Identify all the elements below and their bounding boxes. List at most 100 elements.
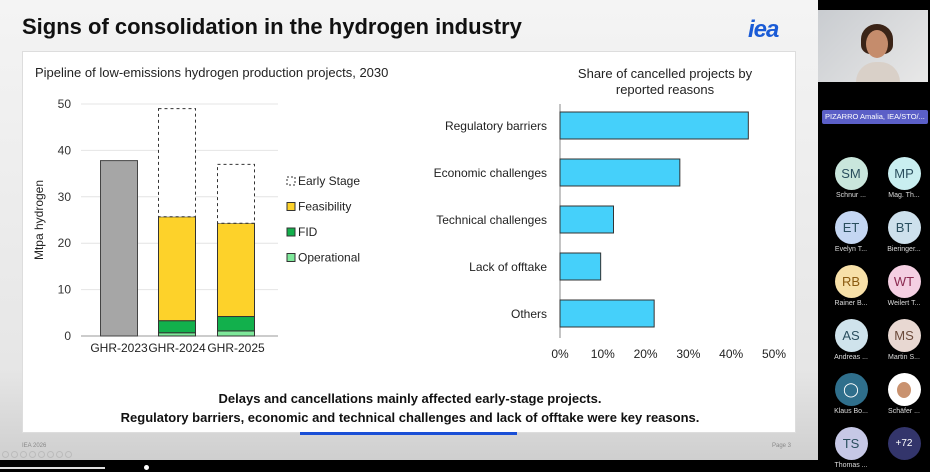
x-tick-label: GHR-2024	[148, 341, 206, 355]
bar	[559, 299, 655, 328]
x-tick-label: 20%	[634, 347, 658, 361]
participant-tile[interactable]: MS Martin S...	[879, 319, 929, 361]
participant-name: Klaus Bo...	[834, 408, 868, 415]
participant-tile[interactable]: AS Andreas ...	[826, 319, 876, 361]
slide-toolbar	[2, 451, 72, 458]
pipeline-chart: Pipeline of low-emissions hydrogen produ…	[32, 65, 388, 355]
pen-icon[interactable]	[20, 451, 27, 458]
participant-name: Weilert T...	[887, 300, 921, 307]
participant-name: Thomas ...	[834, 462, 868, 469]
person-icon: ◯	[843, 381, 859, 397]
participant-name: Andreas ...	[834, 354, 868, 361]
avatar: TS	[834, 427, 868, 460]
participant-tile[interactable]: BT Bieringer...	[879, 211, 929, 253]
footer-left: IEA 2026	[22, 443, 47, 449]
bar-segment-feasibility	[217, 222, 255, 318]
chart-panel: Pipeline of low-emissions hydrogen produ…	[22, 51, 796, 433]
chart-title: reported reasons	[616, 82, 715, 97]
bar	[559, 205, 614, 234]
category-label: Lack of offtake	[469, 260, 547, 274]
participant-name: Martin S...	[888, 354, 920, 361]
more-icon[interactable]	[65, 451, 72, 458]
participant-name: Mag. Th...	[888, 192, 920, 199]
slide-progress-bar	[300, 432, 517, 435]
presenter-name: PIZARRO Amalia, IEA/STO/...	[822, 110, 928, 124]
bar-segment-fid	[158, 320, 196, 334]
x-tick-label: 50%	[762, 347, 786, 361]
avatar: BT	[887, 211, 921, 244]
legend-swatch	[286, 227, 296, 237]
bar	[559, 252, 602, 281]
y-tick-label: 30	[58, 190, 72, 204]
legend-label: Operational	[298, 251, 360, 265]
participant-tile[interactable]: ◯ Klaus Bo...	[826, 373, 876, 415]
bar-segment-feasibility	[158, 216, 196, 322]
legend-label: Early Stage	[298, 174, 360, 188]
participant-name: Evelyn T...	[834, 246, 868, 253]
participant-tile[interactable]: RB Rainer B...	[826, 265, 876, 307]
avatar: AS	[834, 319, 868, 352]
chart-title: Pipeline of low-emissions hydrogen produ…	[35, 65, 388, 80]
presentation-slide: Signs of consolidation in the hydrogen i…	[0, 0, 818, 460]
legend-swatch	[286, 176, 296, 186]
participant-tile[interactable]: MP Mag. Th...	[879, 157, 929, 199]
chart-title: Share of cancelled projects by	[578, 66, 753, 81]
seek-bar[interactable]	[0, 467, 105, 469]
avatar: ◯	[834, 373, 868, 406]
zoom-icon[interactable]	[38, 451, 45, 458]
next-icon[interactable]	[11, 451, 18, 458]
bar-segment-early-stage	[217, 163, 255, 224]
participant-tile[interactable]: ET Evelyn T...	[826, 211, 876, 253]
x-tick-label: 30%	[676, 347, 700, 361]
seek-handle[interactable]	[144, 465, 149, 470]
bar-segment-early-stage	[158, 108, 196, 218]
participant-name: Bieringer...	[887, 246, 921, 253]
slide-title: Signs of consolidation in the hydrogen i…	[22, 14, 522, 39]
bar	[559, 158, 681, 187]
camera-icon[interactable]	[56, 451, 63, 458]
avatar: +72	[887, 427, 921, 460]
participant-name: Rainer B...	[834, 300, 868, 307]
legend-swatch	[286, 202, 296, 211]
x-tick-label: GHR-2025	[207, 341, 265, 355]
legend-label: Feasibility	[298, 200, 351, 214]
category-label: Regulatory barriers	[445, 119, 547, 133]
y-axis-label: Mtpa hydrogen	[32, 180, 46, 260]
y-tick-label: 20	[58, 236, 72, 250]
profile-photo	[897, 381, 911, 398]
y-tick-label: 0	[64, 329, 71, 343]
category-label: Technical challenges	[436, 213, 547, 227]
caption-line-1: Delays and cancellations mainly affected…	[218, 391, 602, 406]
participant-name: Schäfer ...	[888, 408, 920, 415]
caption-line-2: Regulatory barriers, economic and techni…	[120, 410, 700, 425]
bar	[559, 111, 749, 140]
y-tick-label: 40	[58, 143, 72, 157]
avatar: RB	[834, 265, 868, 298]
x-tick-label: 40%	[719, 347, 743, 361]
legend-swatch	[286, 253, 296, 262]
bar-segment-fid	[217, 316, 255, 332]
slides-icon[interactable]	[29, 451, 36, 458]
x-tick-label: GHR-2023	[90, 341, 148, 355]
participant-tile[interactable]: WT Weilert T...	[879, 265, 929, 307]
participant-name: Schnur ...	[836, 192, 866, 199]
avatar: WT	[887, 265, 921, 298]
x-tick-label: 10%	[591, 347, 615, 361]
subtitles-icon[interactable]	[47, 451, 54, 458]
x-tick-label: 0%	[551, 347, 569, 361]
footer-right: Page 3	[772, 443, 792, 449]
category-label: Economic challenges	[434, 166, 547, 180]
participant-tile[interactable]: Schäfer ...	[879, 373, 929, 415]
participant-tile[interactable]: SM Schnur ...	[826, 157, 876, 199]
y-tick-label: 50	[58, 97, 72, 111]
avatar: MP	[887, 157, 921, 190]
avatar: MS	[887, 319, 921, 352]
presenter-video	[818, 10, 928, 82]
avatar: SM	[834, 157, 868, 190]
previous-icon[interactable]	[2, 451, 9, 458]
bar-ghr-2023	[100, 160, 138, 337]
legend-label: FID	[298, 225, 318, 239]
participant-tile[interactable]: +72	[879, 427, 929, 460]
participant-tile[interactable]: TS Thomas ...	[826, 427, 876, 469]
